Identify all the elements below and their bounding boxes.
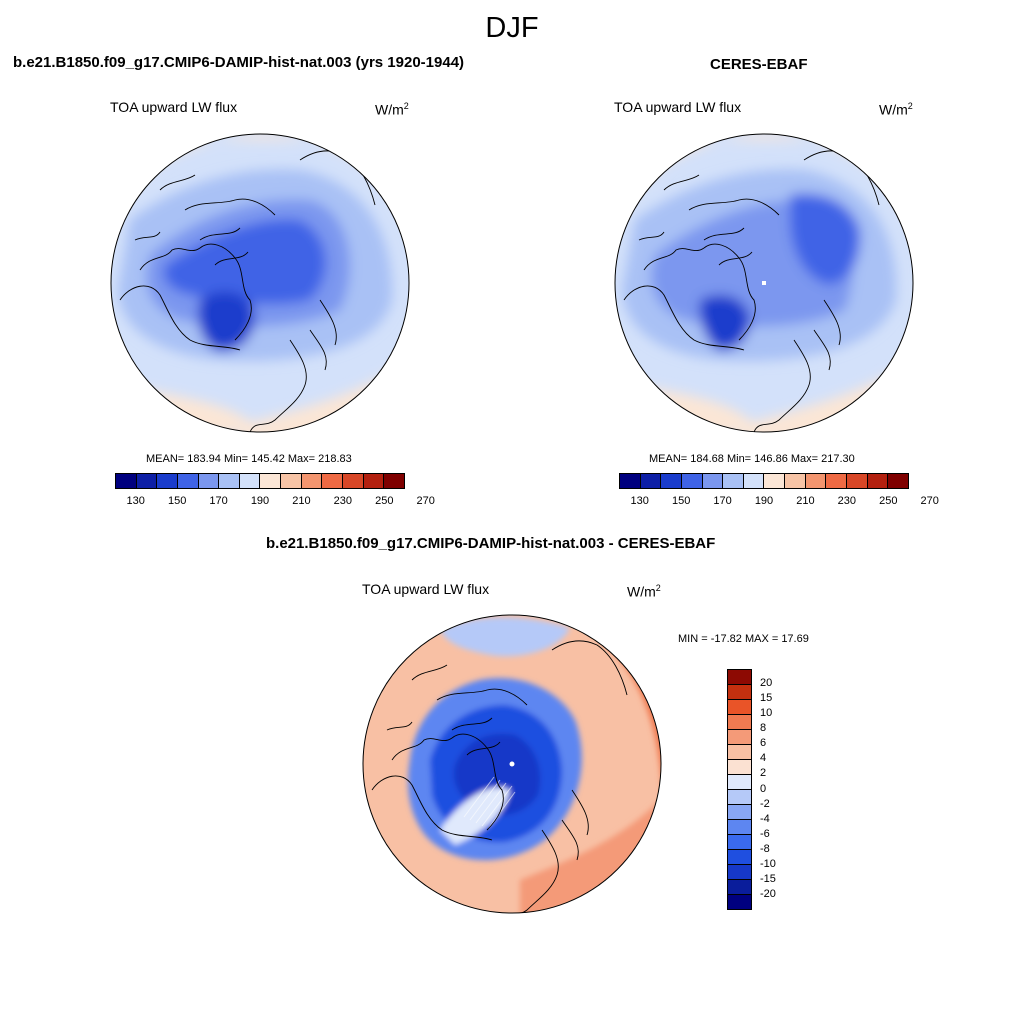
diff-colorbar [727,669,752,910]
diff-colorbar-tick-label: -4 [760,812,770,825]
obs-colorbar-swatch [826,474,848,488]
obs-colorbar-tick-label: 150 [671,495,691,507]
model-colorbar-swatch [157,474,178,488]
diff-colorbar-swatch [728,730,751,745]
diff-colorbar-swatch [728,775,751,790]
diff-colorbar-tick-label: 20 [760,677,773,690]
diff-colorbar-swatch [728,805,751,820]
obs-colorbar-tick-label: 170 [713,495,732,507]
obs-colorbar-tick-label: 210 [796,495,815,507]
diff-colorbar-swatch [728,715,751,730]
obs-colorbar-tick-label: 230 [837,495,857,507]
diff-stats: MIN = -17.82 MAX = 17.69 [678,633,809,645]
diff-units-label: W/m2 [627,583,661,600]
diff-colorbar-swatch [728,700,751,715]
model-colorbar-swatch [384,474,404,488]
model-colorbar-swatch [239,474,261,488]
diff-colorbar-swatch [728,670,751,685]
model-colorbar-tick-label: 130 [126,495,145,507]
diff-colorbar-tick-label: 8 [760,722,767,735]
diff-colorbar-swatch [728,865,751,880]
diff-colorbar-tick-label: 4 [760,752,767,765]
obs-colorbar-swatch [640,474,662,488]
diff-panel-title: b.e21.B1850.f09_g17.CMIP6-DAMIP-hist-nat… [266,535,716,552]
diff-colorbar-swatch [728,745,751,760]
model-field-label: TOA upward LW flux [110,99,238,115]
model-stats: MEAN= 183.94 Min= 145.42 Max= 218.83 [146,453,352,465]
model-colorbar-swatch [177,474,199,488]
model-colorbar-swatch [136,474,158,488]
model-colorbar-tick-label: 190 [250,495,270,507]
diff-colorbar-tick-label: -10 [760,857,776,870]
model-colorbar-swatch [322,474,344,488]
obs-colorbar-swatch [723,474,744,488]
diff-colorbar-swatch [728,685,751,700]
diff-field-label: TOA upward LW flux [362,581,490,597]
diff-colorbar-swatch [728,835,751,850]
diff-colorbar-tick-label: -6 [760,827,770,840]
model-colorbar-swatch [343,474,364,488]
obs-colorbar-swatch [867,474,889,488]
model-colorbar-swatch [198,474,220,488]
diff-colorbar-tick-label: 2 [760,767,767,780]
model-units-label: W/m2 [375,101,409,118]
obs-colorbar-swatch [681,474,703,488]
obs-colorbar-tick-label: 270 [920,495,939,507]
obs-units-label: W/m2 [879,101,913,118]
diff-colorbar-swatch [728,820,751,835]
obs-colorbar-tick-label: 250 [879,495,898,507]
model-colorbar-tick-label: 230 [333,495,353,507]
model-colorbar-ticks: 130 150 170 190 210 230 250 270 [115,495,435,509]
model-panel-title: b.e21.B1850.f09_g17.CMIP6-DAMIP-hist-nat… [13,54,465,71]
obs-colorbar-swatch [620,474,641,488]
obs-field-label: TOA upward LW flux [614,99,742,115]
diff-colorbar-swatch [728,880,751,895]
diff-colorbar-swatch [728,790,751,805]
model-colorbar-tick-label: 170 [209,495,228,507]
obs-colorbar-swatch [785,474,806,488]
diff-colorbar-swatch [728,760,751,775]
diff-colorbar-tick-label: -20 [760,887,776,900]
diff-colorbar-ticks: 20 15 10 8 6 4 2 0 -2 -4 -6 -8 -10 -15 -20 [760,669,800,910]
obs-colorbar-swatch [888,474,908,488]
obs-colorbar-tick-label: 130 [630,495,649,507]
season-title: DJF [485,12,539,44]
model-colorbar-tick-label: 250 [375,495,394,507]
diff-colorbar-tick-label: 15 [760,692,773,705]
model-colorbar [115,473,405,489]
obs-colorbar-swatch [764,474,786,488]
diff-colorbar-swatch [728,895,751,909]
model-colorbar-swatch [219,474,240,488]
diff-colorbar-tick-label: 0 [760,782,767,795]
diff-colorbar-swatch [728,850,751,865]
model-colorbar-tick-label: 210 [292,495,311,507]
diff-colorbar-tick-label: -15 [760,872,776,885]
diff-colorbar-tick-label: -8 [760,842,770,855]
model-colorbar-tick-label: 270 [416,495,435,507]
obs-colorbar-ticks: 130 150 170 190 210 230 250 270 [619,495,939,509]
model-colorbar-tick-label: 150 [167,495,187,507]
obs-colorbar-swatch [743,474,765,488]
obs-colorbar [619,473,909,489]
diff-colorbar-tick-label: 6 [760,737,767,750]
obs-colorbar-swatch [805,474,827,488]
obs-colorbar-swatch [702,474,724,488]
obs-colorbar-tick-label: 190 [754,495,774,507]
obs-stats: MEAN= 184.68 Min= 146.86 Max= 217.30 [649,453,855,465]
model-colorbar-swatch [260,474,282,488]
obs-colorbar-swatch [847,474,868,488]
obs-colorbar-swatch [661,474,682,488]
obs-panel-title: CERES-EBAF [710,56,808,73]
model-colorbar-swatch [301,474,323,488]
diff-colorbar-tick-label: 10 [760,707,773,720]
model-colorbar-swatch [363,474,385,488]
diff-colorbar-tick-label: -2 [760,797,770,810]
model-colorbar-swatch [281,474,302,488]
model-colorbar-swatch [116,474,137,488]
